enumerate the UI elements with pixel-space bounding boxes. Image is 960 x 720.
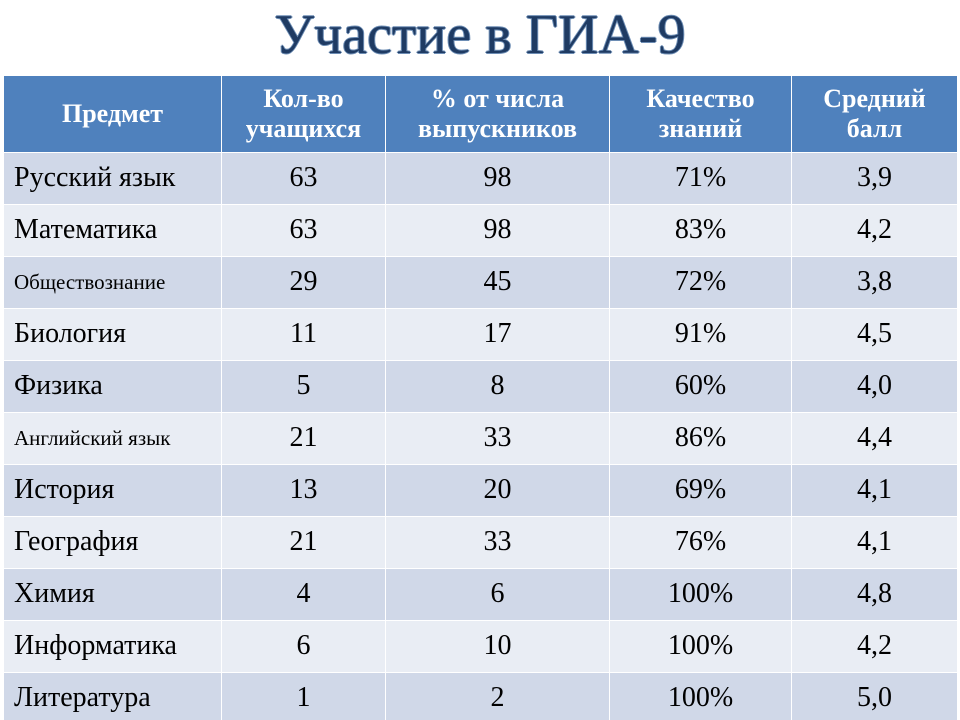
table-header-row: Предмет Кол-во учащихся % от числа выпус… bbox=[4, 75, 958, 152]
cell-count: 6 bbox=[222, 620, 386, 672]
table-row: Физика5860%4,0 bbox=[4, 360, 958, 412]
cell-subject: Информатика bbox=[4, 620, 222, 672]
cell-average: 4,0 bbox=[792, 360, 958, 412]
cell-count: 63 bbox=[222, 204, 386, 256]
table-body: Русский язык639871%3,9Математика639883%4… bbox=[4, 152, 958, 720]
col-header-percent: % от числа выпускников bbox=[386, 75, 610, 152]
cell-quality: 100% bbox=[610, 672, 792, 720]
cell-average: 3,8 bbox=[792, 256, 958, 308]
cell-average: 4,4 bbox=[792, 412, 958, 464]
cell-subject: История bbox=[4, 464, 222, 516]
table-row: Химия46100%4,8 bbox=[4, 568, 958, 620]
cell-subject: Биология bbox=[4, 308, 222, 360]
table-row: Биология111791%4,5 bbox=[4, 308, 958, 360]
slide: Участие в ГИА-9 Предмет Кол-во учащихся … bbox=[0, 0, 960, 720]
cell-average: 4,1 bbox=[792, 464, 958, 516]
cell-quality: 86% bbox=[610, 412, 792, 464]
cell-percent: 33 bbox=[386, 516, 610, 568]
table-row: Обществознание294572%3,8 bbox=[4, 256, 958, 308]
cell-quality: 100% bbox=[610, 568, 792, 620]
cell-count: 63 bbox=[222, 152, 386, 204]
table-row: География213376%4,1 bbox=[4, 516, 958, 568]
cell-subject: Физика bbox=[4, 360, 222, 412]
cell-count: 1 bbox=[222, 672, 386, 720]
cell-average: 3,9 bbox=[792, 152, 958, 204]
cell-percent: 20 bbox=[386, 464, 610, 516]
cell-quality: 100% bbox=[610, 620, 792, 672]
cell-average: 4,8 bbox=[792, 568, 958, 620]
cell-count: 29 bbox=[222, 256, 386, 308]
table-row: Русский язык639871%3,9 bbox=[4, 152, 958, 204]
col-header-quality: Качество знаний bbox=[610, 75, 792, 152]
cell-count: 5 bbox=[222, 360, 386, 412]
cell-quality: 83% bbox=[610, 204, 792, 256]
cell-subject: Математика bbox=[4, 204, 222, 256]
cell-count: 4 bbox=[222, 568, 386, 620]
cell-percent: 2 bbox=[386, 672, 610, 720]
col-header-average: Средний балл bbox=[792, 75, 958, 152]
cell-percent: 6 bbox=[386, 568, 610, 620]
cell-percent: 10 bbox=[386, 620, 610, 672]
col-header-subject: Предмет bbox=[4, 75, 222, 152]
cell-subject: Английский язык bbox=[4, 412, 222, 464]
cell-quality: 69% bbox=[610, 464, 792, 516]
cell-percent: 98 bbox=[386, 152, 610, 204]
cell-quality: 71% bbox=[610, 152, 792, 204]
cell-quality: 60% bbox=[610, 360, 792, 412]
cell-percent: 17 bbox=[386, 308, 610, 360]
cell-average: 5,0 bbox=[792, 672, 958, 720]
cell-subject: Русский язык bbox=[4, 152, 222, 204]
col-header-count: Кол-во учащихся bbox=[222, 75, 386, 152]
cell-average: 4,1 bbox=[792, 516, 958, 568]
cell-percent: 45 bbox=[386, 256, 610, 308]
cell-quality: 91% bbox=[610, 308, 792, 360]
table-row: Литература12100%5,0 bbox=[4, 672, 958, 720]
cell-percent: 8 bbox=[386, 360, 610, 412]
cell-count: 21 bbox=[222, 516, 386, 568]
cell-subject: География bbox=[4, 516, 222, 568]
cell-average: 4,2 bbox=[792, 620, 958, 672]
cell-count: 21 bbox=[222, 412, 386, 464]
cell-quality: 72% bbox=[610, 256, 792, 308]
cell-count: 13 bbox=[222, 464, 386, 516]
cell-subject: Обществознание bbox=[4, 256, 222, 308]
table-row: Английский язык213386%4,4 bbox=[4, 412, 958, 464]
table-row: История132069%4,1 bbox=[4, 464, 958, 516]
cell-subject: Химия bbox=[4, 568, 222, 620]
cell-percent: 98 bbox=[386, 204, 610, 256]
cell-average: 4,5 bbox=[792, 308, 958, 360]
cell-quality: 76% bbox=[610, 516, 792, 568]
cell-average: 4,2 bbox=[792, 204, 958, 256]
table-row: Информатика610100%4,2 bbox=[4, 620, 958, 672]
results-table: Предмет Кол-во учащихся % от числа выпус… bbox=[3, 75, 958, 720]
table-row: Математика639883%4,2 bbox=[4, 204, 958, 256]
cell-subject: Литература bbox=[4, 672, 222, 720]
cell-count: 11 bbox=[222, 308, 386, 360]
cell-percent: 33 bbox=[386, 412, 610, 464]
page-title: Участие в ГИА-9 bbox=[0, 0, 960, 75]
